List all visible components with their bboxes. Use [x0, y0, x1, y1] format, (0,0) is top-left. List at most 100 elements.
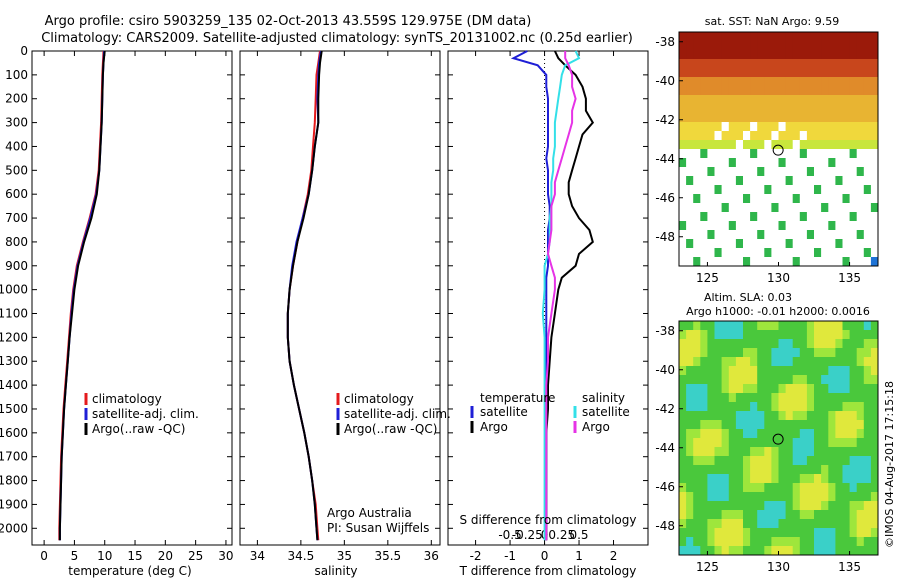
map-cell [714, 510, 722, 520]
map-cell [693, 519, 701, 529]
map-cell [771, 420, 779, 430]
map-cell [764, 465, 772, 475]
map-cell [799, 330, 808, 340]
map-cell [856, 420, 865, 430]
map-cell [750, 248, 758, 258]
map-cell [693, 456, 701, 466]
map-cell [863, 41, 872, 51]
x-tick-label: 135 [838, 271, 861, 285]
map-cell [849, 384, 858, 394]
map-cell [778, 257, 786, 267]
map-cell [821, 221, 829, 231]
map-cell [849, 59, 858, 69]
map-cell [814, 122, 822, 132]
map-cell [814, 429, 822, 439]
map-cell [870, 248, 879, 258]
map-cell [856, 230, 865, 240]
map-cell [842, 474, 850, 484]
map-cell [785, 546, 794, 556]
map-cell [842, 546, 850, 556]
map-cell [835, 537, 843, 547]
map-cell [856, 113, 865, 123]
map-cell [707, 185, 715, 195]
y-tick-label: 1400 [0, 378, 28, 392]
map-cell [707, 447, 715, 457]
map-cell [814, 68, 822, 78]
map-cell [835, 393, 843, 403]
map-cell [700, 221, 708, 231]
map-cell [743, 384, 751, 394]
map-cell [863, 330, 872, 340]
map-cell [842, 212, 850, 222]
map-cell [686, 384, 694, 394]
x-tick-label: 2 [610, 549, 618, 563]
map-cell [821, 447, 829, 457]
map-cell [721, 140, 730, 150]
map-cell [757, 429, 765, 439]
map-cell [721, 474, 730, 484]
map-cell [714, 248, 722, 258]
map-cell [735, 465, 744, 475]
map-cell [764, 411, 772, 421]
map-cell [842, 321, 850, 331]
map-cell [707, 519, 715, 529]
map-cell [870, 68, 879, 78]
map-cell [778, 68, 786, 78]
map-cell [856, 104, 865, 114]
map-cell [750, 375, 758, 385]
y-tick-label: 500 [5, 163, 28, 177]
map-cell [828, 492, 836, 502]
map-cell [778, 402, 786, 412]
x-tick-label: 20 [158, 549, 173, 563]
map-cell [835, 546, 843, 556]
map-cell [821, 230, 829, 240]
map-cell [721, 420, 730, 430]
map-cell [778, 59, 786, 69]
map-cell [728, 104, 737, 114]
map-cell [785, 203, 794, 213]
legend-satellite: satellite-adj. clim. [92, 407, 199, 421]
map-cell [870, 194, 879, 204]
map-cell [700, 510, 708, 520]
map-cell [806, 384, 815, 394]
map-cell [792, 68, 801, 78]
map-cell [721, 59, 730, 69]
map-cell [757, 41, 765, 51]
map-cell [707, 122, 715, 132]
map-cell [863, 321, 872, 331]
y-tick-label: 600 [5, 187, 28, 201]
map-cell [707, 59, 715, 69]
map-cell [849, 185, 858, 195]
map-cell [757, 257, 765, 267]
map-cell [835, 492, 843, 502]
map-cell [693, 239, 701, 249]
map-cell [679, 456, 687, 466]
map-cell [728, 131, 737, 141]
map-cell [799, 519, 808, 529]
map-cell [743, 492, 751, 502]
map-cell [728, 501, 737, 511]
map-cell [700, 456, 708, 466]
map-cell [764, 510, 772, 520]
map-cell [785, 221, 794, 231]
map-cell [757, 104, 765, 114]
map-cell [700, 131, 708, 141]
map-cell [686, 176, 694, 186]
map-cell [686, 239, 694, 249]
map-cell [828, 95, 836, 105]
map-cell [863, 546, 872, 556]
map-cell [721, 384, 730, 394]
map-cell [778, 348, 786, 358]
y-tick-label: -40 [655, 74, 675, 88]
map-cell [806, 528, 815, 538]
map-cell [863, 86, 872, 96]
map-cell [778, 465, 786, 475]
map-cell [785, 510, 794, 520]
map-cell [743, 113, 751, 123]
map-cell [806, 77, 815, 87]
map-cell [814, 321, 822, 331]
map-cell [721, 230, 730, 240]
map-cell [721, 113, 730, 123]
map-cell [792, 230, 801, 240]
